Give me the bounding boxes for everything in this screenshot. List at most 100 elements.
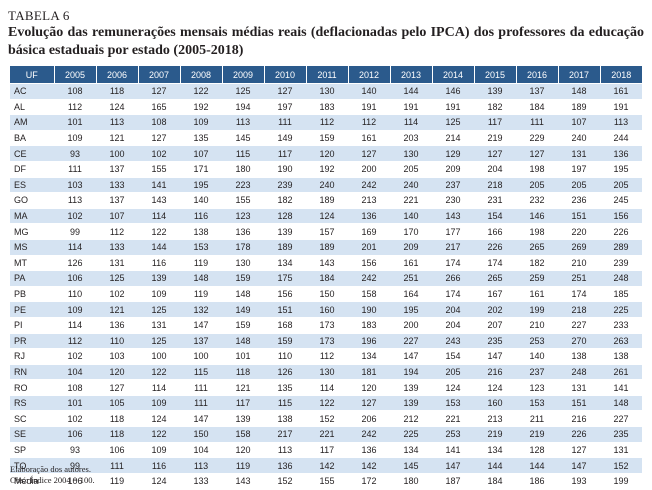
column-header-year: 2005 (54, 66, 97, 84)
value-cell: 242 (348, 426, 390, 443)
value-cell: 184 (306, 270, 348, 287)
value-cell: 93 (54, 441, 96, 458)
value-cell: 119 (96, 472, 138, 489)
value-cell: 143 (306, 254, 348, 271)
value-cell: 137 (516, 83, 558, 100)
value-cell: 195 (180, 176, 222, 193)
value-cell: 133 (96, 176, 138, 193)
value-cell: 153 (180, 238, 222, 256)
row-label-cell: DF (10, 160, 54, 178)
value-cell: 160 (306, 301, 348, 318)
value-cell: 210 (558, 254, 600, 271)
value-cell: 148 (222, 285, 264, 302)
value-cell: 261 (600, 363, 642, 380)
row-label-cell: ES (10, 176, 54, 193)
value-cell: 115 (222, 145, 264, 162)
value-cell: 230 (432, 192, 474, 209)
value-cell: 101 (54, 114, 96, 131)
value-cell: 144 (138, 238, 180, 256)
table-row: PB 110 102 109 119 148 156 150 158 164 174 167 161 17… (10, 285, 642, 302)
value-cell: 142 (348, 457, 390, 474)
value-cell: 155 (306, 472, 348, 489)
value-cell: 147 (390, 348, 432, 365)
value-cell: 143 (138, 192, 180, 209)
value-cell: 138 (600, 348, 642, 365)
value-cell: 149 (264, 129, 306, 146)
value-cell: 150 (180, 426, 222, 443)
value-cell: 122 (138, 223, 180, 240)
value-cell: 181 (348, 363, 390, 380)
value-cell: 146 (516, 207, 558, 224)
table-row: AC 108 118 127 122 125 127 130 140 144 146 139 137 14… (10, 83, 642, 100)
value-cell: 161 (600, 83, 642, 100)
column-header-year: 2013 (390, 66, 433, 84)
value-cell: 139 (222, 410, 264, 427)
value-cell: 221 (432, 410, 474, 427)
value-cell: 125 (138, 301, 180, 318)
value-cell: 131 (138, 316, 180, 333)
value-cell: 172 (348, 472, 390, 489)
value-cell: 139 (474, 83, 516, 100)
value-cell: 134 (348, 348, 390, 365)
value-cell: 114 (138, 207, 180, 224)
row-label-cell: BA (10, 129, 54, 146)
value-cell: 221 (390, 192, 432, 209)
value-cell: 182 (474, 98, 516, 115)
value-cell: 134 (474, 441, 516, 458)
value-cell: 158 (222, 426, 264, 443)
value-cell: 220 (558, 223, 600, 240)
value-cell: 99 (54, 457, 96, 474)
value-cell: 124 (138, 472, 180, 489)
value-cell: 240 (306, 176, 348, 193)
table-title: Evolução das remunerações mensais médias… (8, 25, 644, 58)
value-cell: 180 (390, 472, 432, 489)
value-cell: 211 (516, 410, 558, 427)
value-cell: 209 (432, 160, 474, 178)
row-label-cell: AC (10, 83, 54, 100)
value-cell: 156 (264, 285, 306, 302)
table-row: AM 101 113 108 109 113 111 112 112 114 125 117 111 10… (10, 114, 642, 131)
value-cell: 232 (516, 192, 558, 209)
value-cell: 251 (558, 270, 600, 287)
value-cell: 129 (432, 145, 474, 162)
value-cell: 136 (600, 145, 642, 162)
value-cell: 139 (264, 223, 306, 240)
value-cell: 148 (222, 332, 264, 349)
value-cell: 123 (516, 379, 558, 396)
value-cell: 133 (96, 238, 138, 256)
value-cell: 121 (96, 301, 138, 318)
value-cell: 204 (474, 160, 516, 178)
value-cell: 112 (54, 332, 96, 349)
value-cell: 263 (600, 332, 642, 349)
value-cell: 236 (558, 192, 600, 209)
value-cell: 200 (390, 316, 432, 333)
value-cell: 140 (516, 348, 558, 365)
row-label-cell: Média (10, 472, 54, 489)
row-label-cell: RN (10, 363, 54, 380)
table-row: PA 106 125 139 148 159 175 184 242 251 266 265 259 25… (10, 270, 642, 287)
value-cell: 102 (54, 410, 96, 427)
value-cell: 137 (96, 192, 138, 209)
value-cell: 159 (222, 316, 264, 333)
value-cell: 127 (138, 129, 180, 146)
value-cell: 122 (138, 363, 180, 380)
value-cell: 244 (600, 129, 642, 146)
value-cell: 136 (264, 457, 306, 474)
value-cell: 248 (600, 270, 642, 287)
value-cell: 158 (348, 285, 390, 302)
value-cell: 139 (390, 379, 432, 396)
value-cell: 253 (516, 332, 558, 349)
value-cell: 227 (390, 332, 432, 349)
value-cell: 207 (474, 316, 516, 333)
value-cell: 226 (474, 238, 516, 256)
value-cell: 171 (180, 160, 222, 178)
value-cell: 235 (600, 426, 642, 443)
value-cell: 270 (558, 332, 600, 349)
value-cell: 251 (390, 270, 432, 287)
value-cell: 124 (474, 379, 516, 396)
value-cell: 101 (54, 394, 96, 411)
value-cell: 132 (180, 301, 222, 318)
value-cell: 111 (96, 457, 138, 474)
value-cell: 128 (264, 207, 306, 224)
